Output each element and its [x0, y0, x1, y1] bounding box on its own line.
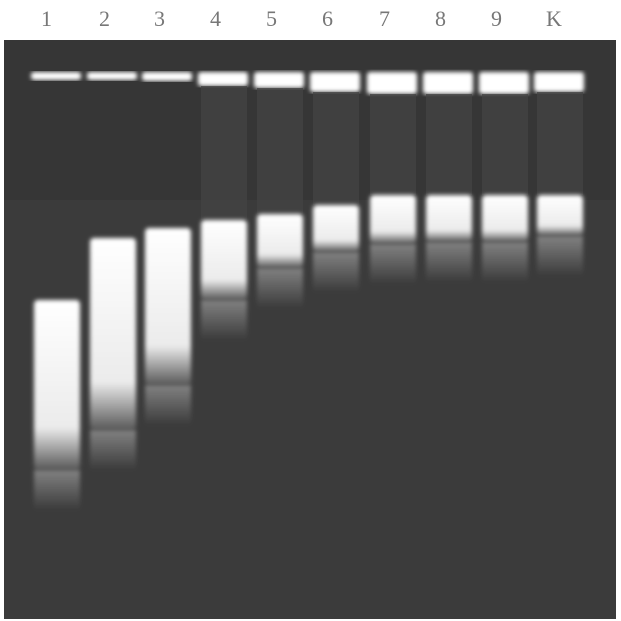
main-band — [426, 195, 472, 242]
upper-smear — [426, 94, 472, 195]
well-band — [534, 72, 584, 92]
main-band — [145, 228, 191, 385]
well-band — [367, 72, 417, 94]
upper-smear — [537, 92, 583, 195]
lane-label: 4 — [210, 6, 221, 31]
lane-label: 3 — [154, 6, 165, 31]
band-tail — [90, 430, 136, 470]
lane-label: 1 — [41, 6, 52, 31]
band-tail — [145, 385, 191, 425]
main-band — [201, 220, 247, 300]
upper-smear — [313, 92, 359, 205]
main-band — [34, 300, 80, 470]
band-tail — [370, 244, 416, 284]
lane-label: 7 — [379, 6, 390, 31]
well-band — [87, 72, 137, 80]
upper-smear — [370, 94, 416, 195]
upper-smear — [257, 88, 303, 214]
lane-label: 6 — [322, 6, 333, 31]
main-band — [313, 205, 359, 252]
band-tail — [482, 242, 528, 282]
lane-label: 8 — [435, 6, 446, 31]
main-band — [537, 195, 583, 236]
upper-smear — [201, 86, 247, 220]
lanes — [31, 72, 584, 510]
well-band — [31, 72, 81, 80]
well-band — [479, 72, 529, 94]
band-tail — [34, 470, 80, 510]
band-tail — [313, 252, 359, 292]
well-band — [423, 72, 473, 94]
main-band — [257, 214, 303, 268]
well-band — [310, 72, 360, 92]
well-band — [198, 72, 248, 86]
band-tail — [257, 268, 303, 308]
main-band — [482, 195, 528, 242]
band-tail — [201, 300, 247, 340]
band-tail — [537, 236, 583, 276]
well-band — [254, 72, 304, 88]
upper-smear — [482, 94, 528, 195]
lane-label: K — [546, 6, 562, 31]
well-band — [142, 72, 192, 81]
lane-label: 2 — [99, 6, 110, 31]
lane-labels: 1 2 3 4 5 6 7 8 9 K — [41, 6, 562, 31]
main-band — [90, 238, 136, 430]
band-tail — [426, 242, 472, 282]
lane-label: 9 — [491, 6, 502, 31]
lane-label: 5 — [266, 6, 277, 31]
main-band — [370, 195, 416, 244]
